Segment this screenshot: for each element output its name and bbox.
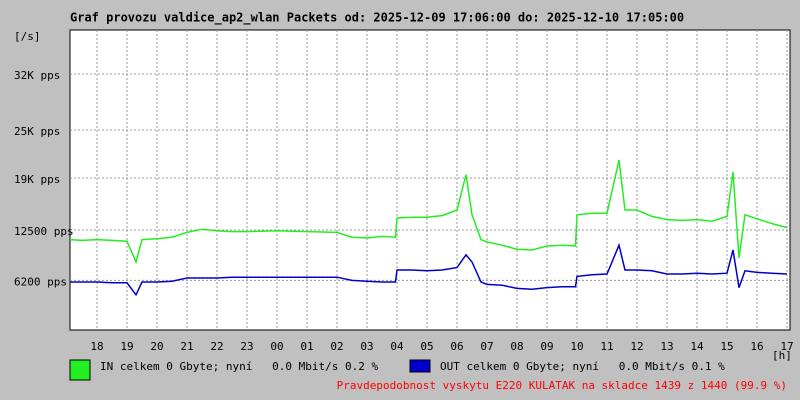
x-tick-label: 06: [450, 340, 463, 353]
x-tick-label: 19: [120, 340, 133, 353]
x-tick-label: 04: [390, 340, 404, 353]
x-tick-label: 23: [240, 340, 253, 353]
x-tick-label: 09: [540, 340, 553, 353]
x-tick-label: 13: [660, 340, 673, 353]
y-axis-label: [/s]: [14, 30, 41, 43]
x-tick-label: 12: [630, 340, 643, 353]
x-tick-label: 07: [480, 340, 493, 353]
chart-title: Graf provozu valdice_ap2_wlan Packets od…: [70, 11, 684, 26]
x-tick-label: 18: [90, 340, 103, 353]
legend-label: IN celkem 0 Gbyte; nyní 0.0 Mbit/s 0.2 %: [100, 360, 379, 373]
footer-note: Pravdepodobnost vyskytu E220 KULATAK na …: [337, 379, 787, 392]
x-tick-label: 17: [780, 340, 793, 353]
x-tick-label: 21: [180, 340, 193, 353]
x-tick-label: 22: [210, 340, 223, 353]
x-tick-label: 02: [330, 340, 343, 353]
legend-swatch: [409, 359, 431, 373]
series-line: [69, 159, 788, 265]
plot-area: [69, 29, 791, 331]
x-tick-label: 14: [690, 340, 704, 353]
x-tick-label: 10: [570, 340, 583, 353]
x-tick-label: 05: [420, 340, 433, 353]
series-line: [70, 242, 788, 297]
x-tick-label: 11: [600, 340, 613, 353]
x-tick-label: 01: [300, 340, 313, 353]
x-tick-label: 20: [150, 340, 163, 353]
legend-label: OUT celkem 0 Gbyte; nyní 0.0 Mbit/s 0.1 …: [440, 360, 725, 373]
y-tick-label: 6200 pps: [14, 275, 67, 288]
y-tick-label: 12500 pps: [14, 225, 74, 238]
y-tick-label: 25K pps: [14, 125, 60, 138]
x-tick-label: 00: [270, 340, 283, 353]
legend-swatch: [69, 359, 91, 381]
x-axis-label: [h]: [772, 349, 792, 362]
x-tick-label: 15: [720, 340, 733, 353]
x-tick-label: 16: [750, 340, 763, 353]
x-tick-label: 08: [510, 340, 523, 353]
y-tick-label: 19K pps: [14, 173, 60, 186]
x-tick-label: 03: [360, 340, 373, 353]
y-tick-label: 32K pps: [14, 69, 60, 82]
